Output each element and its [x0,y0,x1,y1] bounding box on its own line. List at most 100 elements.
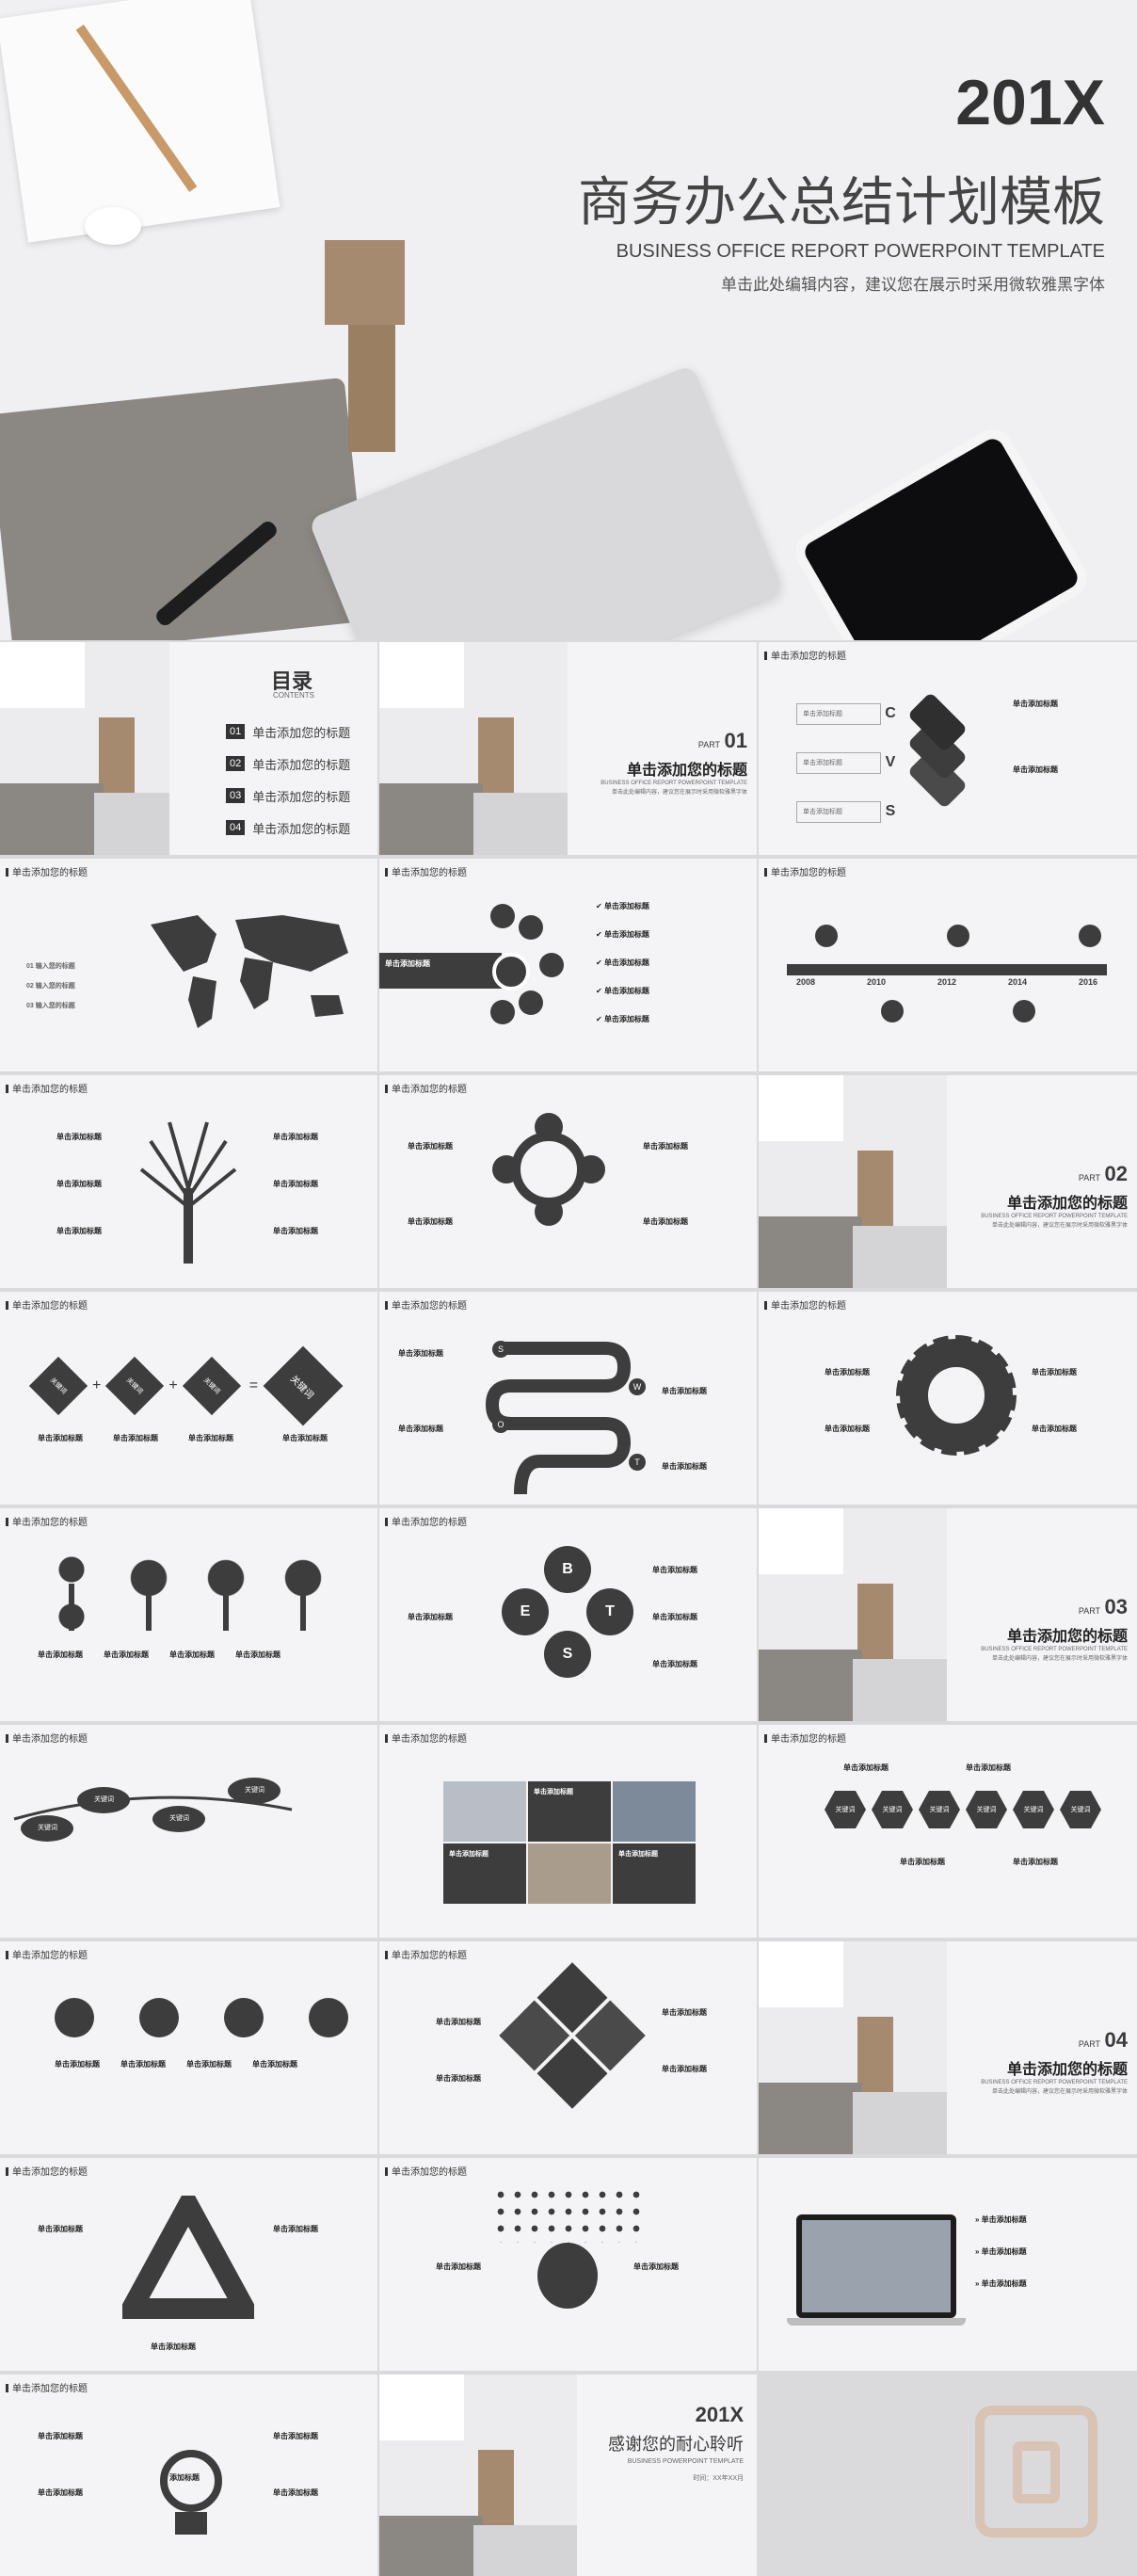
cover-hint: 单击此处编辑内容，建议您在展示时采用微软雅黑字体 [721,276,1105,294]
part-photo [759,1508,947,1721]
toc-item[interactable]: 01 单击添加您的标题 [226,716,367,748]
part-title: 单击添加您的标题 [1006,2062,1128,2078]
stacked-layers-graphic [900,691,975,810]
arrow-list: » 单击添加标题 » 单击添加标题 » 单击添加标题 [975,2215,1027,2288]
plants-slide[interactable]: 单击添加您的标题 单击添加标题 单击添加标题 单击添加标题 单击添加标题 [0,1508,377,1721]
slide-title: 单击添加您的标题 [385,1731,467,1745]
hex-title: 单击添加标题 [1013,1858,1058,1866]
gear-title: 单击添加标题 [825,1425,870,1433]
swot-title: 单击添加标题 [398,1425,443,1433]
bulb-title: 单击添加标题 [38,2488,83,2497]
timeline-year: 2016 [1078,977,1097,987]
laptop-slide[interactable]: » 单击添加标题 » 单击添加标题 » 单击添加标题 [759,2158,1137,2371]
part02-slide[interactable]: PART 02 单击添加您的标题 BUSINESS OFFICE REPORT … [759,1075,1137,1288]
toc-list: 01 单击添加您的标题 02 单击添加您的标题 03 单击添加您的标题 04 单击添加您… [226,716,367,844]
leaf-label: 关键词 [169,1815,189,1822]
check-item: 单击添加标题 [603,930,649,939]
triangle-slide[interactable]: 单击添加您的标题 单击添加标题 单击添加标题 单击添加标题 [0,2158,377,2371]
hexagon-slide[interactable]: 单击添加您的标题 关键词 关键词 关键词 关键词 关键词 关键词 单击添加标题 … [759,1725,1137,1938]
ending-title: 感谢您的耐心聆听 [608,2435,744,2454]
plant-row [47,1555,328,1631]
card-title: 单击添加标题 [252,2060,297,2069]
check-list: ✔ 单击添加标题 ✔ 单击添加标题 ✔ 单击添加标题 ✔ 单击添加标题 ✔ 单击… [596,902,649,1023]
fabric-notebook-image [759,1650,862,1721]
cvs-letter: V [885,754,896,770]
search-icon [881,1000,904,1022]
part03-slide[interactable]: PART 03 单击添加您的标题 BUSINESS OFFICE REPORT … [759,1508,1137,1721]
triangle-title: 单击添加标题 [273,2225,318,2233]
tree-right-title: 单击添加标题 [273,1180,318,1188]
slide-title: 单击添加您的标题 [385,1297,467,1312]
toc-slide[interactable]: 目录 CONTENTS 01 单击添加您的标题 02 单击添加您的标题 03 单击添加… [0,642,377,855]
fabric-notebook-image [759,1216,862,1288]
icon-cards-slide[interactable]: 单击添加您的标题 单击添加标题 单击添加标题 单击添加标题 单击添加标题 [0,1941,377,2154]
ending-year: 201X [695,2403,744,2426]
toc-item[interactable]: 02 单击添加您的标题 [226,748,367,780]
plant-icon [279,1555,328,1631]
brain-slide[interactable]: 单击添加您的标题 单击添加标题 单击添加标题 [379,2158,757,2371]
toc-item-num: 03 [226,788,246,803]
diamond-slide[interactable]: 单击添加您的标题 单击添加标题 单击添加标题 单击添加标题 单击添加标题 [379,1941,757,2154]
slide-title: 单击添加您的标题 [385,1081,467,1095]
notebook-image [379,2375,464,2440]
part-title: 单击添加您的标题 [626,763,747,779]
swot-slide[interactable]: 单击添加您的标题 S W O T 单击添加标题 单击添加标题 单击添加标题 单击… [379,1292,757,1505]
growth-chart-icon [224,1998,264,2037]
leaf-label: 关键词 [38,1825,57,1831]
part-hint: 单击此处编辑内容，建议您在展示时采用微软雅黑字体 [611,790,747,796]
keyboard-image [853,1226,947,1288]
text-block: 单击添加标题 [528,1781,611,1842]
tree-slide[interactable]: 单击添加您的标题 单击添加标题 单击添加标题 单击添加标题 单击添加标题 单击添… [0,1075,377,1288]
keyword-slide[interactable]: 单击添加您的标题 关键词 + 关键词 + 关键词 = 关键词 单击添加标题 单击… [0,1292,377,1505]
slide-title: 单击添加您的标题 [764,864,846,878]
trophy-icon [1079,925,1101,947]
ending-slide[interactable]: 201X 感谢您的耐心聆听 BUSINESS POWERPOINT TEMPLA… [379,2375,757,2576]
tree-left-title: 单击添加标题 [56,1133,102,1141]
cover-slide[interactable]: 201X 商务办公总结计划模板 BUSINESS OFFICE REPORT P… [0,0,1137,640]
notebook-image [759,1508,843,1574]
diamond-title: 单击添加标题 [662,2065,707,2073]
part-label: PART [1078,1173,1101,1183]
gear-slide[interactable]: 单击添加您的标题 单击添加标题 单击添加标题 单击添加标题 单击添加标题 [759,1292,1137,1505]
cover-subtitle-en: BUSINESS OFFICE REPORT POWERPOINT TEMPLA… [616,241,1105,262]
check-item: 单击添加标题 [603,902,649,910]
slide-title: 单击添加您的标题 [6,1947,88,1961]
cvs-right-title: 单击添加标题 [1013,700,1058,708]
leaf-label: 关键词 [94,1796,114,1803]
toc-item-label: 单击添加您的标题 [252,757,351,772]
timeline-years: 2008 2010 2012 2014 2016 [796,977,1097,987]
part-en: BUSINESS OFFICE REPORT POWERPOINT TEMPLA… [981,1214,1128,1219]
laptop-base [787,2318,966,2326]
part-en: BUSINESS OFFICE REPORT POWERPOINT TEMPLA… [981,2080,1128,2085]
toc-item[interactable]: 04 单击添加您的标题 [226,812,367,844]
cvs-right-title: 单击添加标题 [1013,765,1058,774]
ring-slide[interactable]: 单击添加您的标题 单击添加标题 单击添加标题 单击添加标题 单击添加标题 [379,1075,757,1288]
bulb-slide[interactable]: 单击添加您的标题 添加标题 单击添加标题 单击添加标题 单击添加标题 单击添加标… [0,2375,377,2576]
plant-title: 单击添加标题 [104,1650,149,1659]
keyboard-image [853,2092,947,2154]
part-photo [759,1941,947,2154]
part-hint: 单击此处编辑内容，建议您在展示时采用微软雅黑字体 [991,1223,1128,1229]
check-item: 单击添加标题 [603,958,649,967]
swot-letter: T [629,1454,646,1471]
cvs-slide[interactable]: 单击添加您的标题 单击添加标题 C 单击添加标题 V 单击添加标题 S 单击添加标题 … [759,642,1137,855]
part01-slide[interactable]: PART 01 单击添加您的标题 BUSINESS OFFICE REPORT … [379,642,757,855]
slide-title: 单击添加您的标题 [6,864,88,878]
hex-cell: 关键词 [1013,1791,1054,1828]
leaves-slide[interactable]: 单击添加您的标题 关键词 关键词 关键词 关键词 [0,1725,377,1938]
triangle-cycle-graphic [122,2196,254,2319]
photo-grid-slide[interactable]: 单击添加您的标题 单击添加标题 单击添加标题 单击添加标题 [379,1725,757,1938]
fabric-notebook-image [0,783,104,855]
part04-slide[interactable]: PART 04 单击添加您的标题 BUSINESS OFFICE REPORT … [759,1941,1137,2154]
cart-icon [490,1000,515,1024]
gear-title: 单击添加标题 [1032,1425,1077,1433]
swot-letter: S [492,1341,509,1358]
map-slide[interactable]: 单击添加您的标题 01 输入您的标题 02 输入您的标题 03 输入您的标题 [0,859,377,1071]
laptop-image [796,2214,956,2318]
icons-check-slide[interactable]: 单击添加您的标题 单击添加标题 ✔ 单击添加标题 ✔ 单击添加标题 ✔ 单击添加… [379,859,757,1071]
timeline-slide[interactable]: 单击添加您的标题 2008 2010 2012 2014 2016 [759,859,1137,1071]
best-slide[interactable]: 单击添加您的标题 B E S T 单击添加标题 单击添加标题 单击添加标题 单击… [379,1508,757,1721]
share-icon [535,1113,563,1141]
toc-item[interactable]: 03 单击添加您的标题 [226,780,367,812]
photo-grid-title: 单击添加标题 [618,1851,658,1858]
